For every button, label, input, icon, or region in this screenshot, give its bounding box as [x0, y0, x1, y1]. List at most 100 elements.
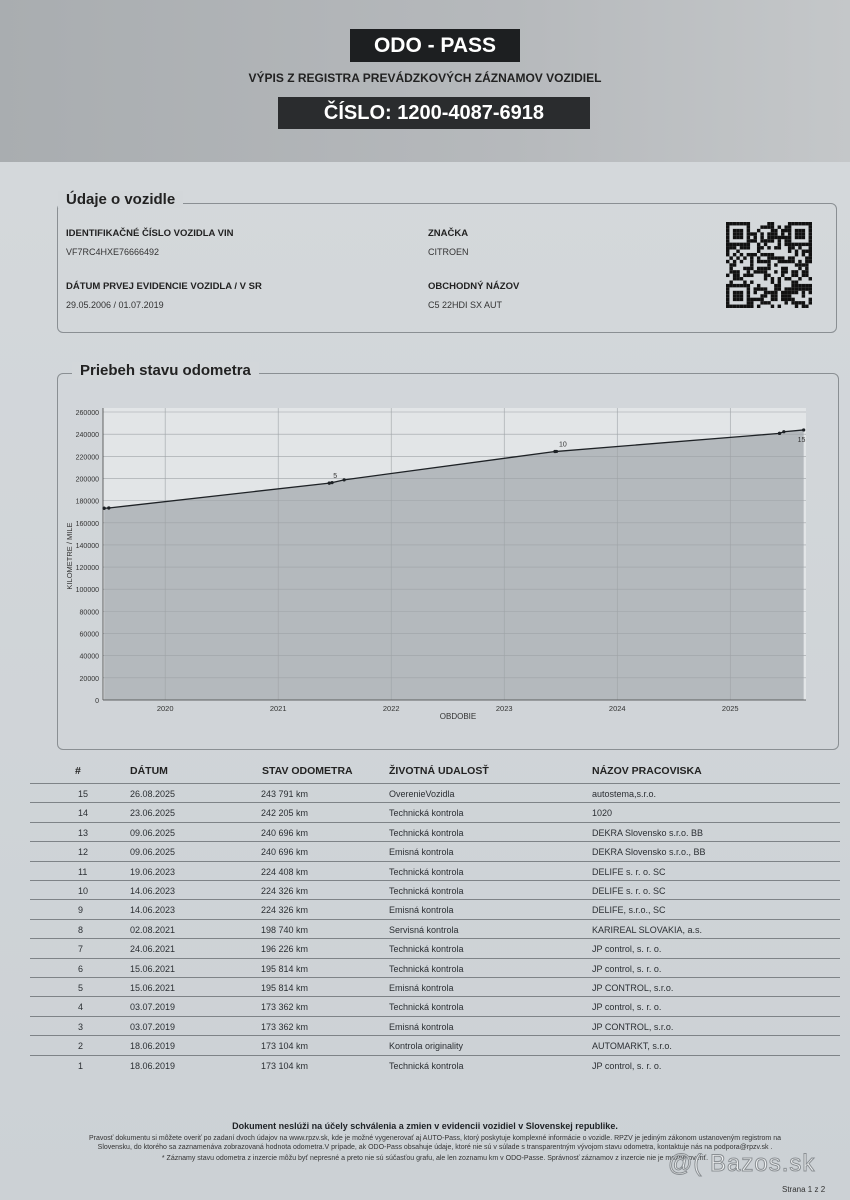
row-odometer: 224 326 km [261, 886, 309, 896]
x-tick-label: 2024 [609, 704, 626, 713]
model-value: C5 22HDI SX AUT [428, 300, 503, 310]
table-row: 2 18.06.2019 173 104 km Kontrola originalit… [30, 1035, 840, 1055]
row-odometer: 173 104 km [261, 1041, 309, 1052]
row-number: 11 [78, 866, 88, 877]
data-point [777, 431, 782, 435]
row-number: 15 [78, 789, 89, 799]
brand-logo: ODO - PASS [350, 29, 520, 62]
row-event: Servisná kontrola [389, 924, 459, 935]
col-event: ŽIVOTNÁ UDALOSŤ [389, 765, 489, 777]
row-date: 26.08.2025 [130, 789, 176, 799]
row-odometer: 240 696 km [261, 827, 309, 838]
page-number: Strana 1 z 2 [782, 1185, 826, 1194]
row-date: 24.06.2021 [130, 944, 176, 955]
row-workplace: AUTOMARKT, s.r.o. [592, 1041, 672, 1052]
row-date: 02.08.2021 [130, 924, 176, 935]
row-event: Technická kontrola [389, 808, 464, 819]
y-tick-label: 160000 [76, 521, 99, 528]
table-row: 5 15.06.2021 195 814 km Emisná kontrola JP C… [30, 977, 840, 997]
col-odometer: STAV ODOMETRA [262, 765, 353, 777]
table-row: 8 02.08.2021 198 740 km Servisná kontrola KA… [30, 918, 840, 939]
row-event: Emisná kontrola [389, 983, 454, 993]
row-number: 8 [78, 924, 84, 935]
row-workplace: DELIFE, s.r.o., SC [592, 905, 666, 916]
data-point [330, 481, 334, 485]
row-odometer: 196 226 km [261, 944, 309, 955]
disclaimer-line-1b: Slovensku, do ktorého sa zaznamenáva zob… [97, 1144, 773, 1151]
row-date: 09.06.2025 [130, 847, 176, 858]
table-row: 9 14.06.2023 224 326 km Emisná kontrola DELI… [30, 899, 840, 919]
row-event: Technická kontrola [389, 944, 464, 955]
row-number: 1 [78, 1060, 84, 1071]
table-row: 4 03.07.2019 173 362 km Technická kontrola J… [30, 996, 840, 1016]
chart-section-title: Priebeh stavu odometra [72, 362, 259, 379]
x-tick-label: 2022 [383, 704, 400, 713]
row-date: 19.06.2023 [130, 866, 176, 877]
row-number: 7 [78, 944, 84, 955]
row-date: 14.06.2023 [130, 886, 176, 896]
y-tick-label: 200000 [76, 476, 99, 483]
row-number: 6 [78, 963, 84, 974]
model-label: OBCHODNÝ NÁZOV [428, 281, 520, 292]
row-event: Technická kontrola [389, 866, 464, 877]
brand-label: ZNAČKA [428, 228, 469, 239]
y-tick-label: 120000 [76, 565, 99, 572]
vehicle-section-title: Údaje o vozidle [58, 191, 184, 208]
brand-value: CITROEN [428, 247, 469, 257]
row-number: 12 [78, 847, 89, 858]
table-row: 12 09.06.2025 240 696 km Emisná kontrola DEK… [30, 841, 840, 861]
row-workplace: DEKRA Slovensko s.r.o. BB [592, 827, 704, 838]
y-tick-label: 240000 [76, 432, 99, 439]
row-date: 23.06.2025 [130, 808, 176, 819]
point-label: 5 [333, 473, 337, 480]
data-point [554, 449, 559, 454]
table-row: 13 09.06.2025 240 696 km Technická kontrola… [30, 821, 840, 842]
row-workplace: JP CONTROL, s.r.o. [592, 1021, 674, 1032]
table-row: 6 15.06.2021 195 814 km Technická kontrola J… [30, 957, 840, 978]
row-date: 03.07.2019 [130, 1021, 176, 1032]
row-odometer: 173 104 km [261, 1060, 309, 1071]
y-axis-label: KILOMETRE / MILE [65, 522, 74, 589]
row-number: 4 [78, 1002, 84, 1013]
table-row: 7 24.06.2021 196 226 km Technická kontrola J… [30, 938, 840, 958]
x-tick-label: 2021 [270, 704, 287, 713]
row-odometer: 242 205 km [261, 808, 309, 819]
disclaimer-bold: Dokument neslúži na účely schválenia a z… [232, 1121, 618, 1131]
row-odometer: 224 326 km [261, 905, 309, 916]
y-tick-label: 100000 [76, 587, 99, 594]
data-point [802, 428, 806, 432]
row-number: 10 [78, 886, 89, 896]
row-date: 18.06.2019 [130, 1041, 176, 1052]
disclaimer-line-2: * Záznamy stavu odometra z inzercie môžu… [161, 1155, 709, 1162]
row-number: 9 [78, 905, 84, 916]
row-date: 14.06.2023 [130, 905, 176, 916]
row-event: Technická kontrola [389, 963, 464, 974]
row-event: Technická kontrola [389, 886, 464, 896]
row-workplace: DELIFE s. r. o. SC [592, 866, 666, 877]
row-event: Emisná kontrola [389, 1021, 454, 1032]
table-row: 3 03.07.2019 173 362 km Emisná kontrola JP C… [30, 1015, 840, 1036]
disclaimer-line-1: Pravosť dokumentu si môžete overiť po za… [89, 1135, 781, 1142]
row-number: 5 [78, 983, 84, 993]
row-odometer: 173 362 km [261, 1021, 309, 1032]
data-point [102, 506, 106, 510]
table-row: 14 23.06.2025 242 205 km Technická kontrola… [30, 802, 840, 822]
row-odometer: 198 740 km [261, 924, 309, 935]
row-odometer: 224 408 km [261, 866, 309, 877]
x-axis-label: OBDOBIE [440, 712, 476, 721]
point-label: 10 [559, 442, 567, 449]
area-fill [104, 429, 804, 700]
table-row: 1 18.06.2019 173 104 km Technická kontrola J… [30, 1054, 840, 1075]
registration-label: DÁTUM PRVEJ EVIDENCIE VOZIDLA / V SR [66, 281, 262, 292]
row-odometer: 195 814 km [261, 963, 309, 974]
data-point [342, 478, 346, 482]
qr-code-icon [726, 222, 812, 308]
row-workplace: JP CONTROL, s.r.o. [592, 983, 674, 993]
table-row: 10 14.06.2023 224 326 km Technická kontrola… [30, 880, 840, 900]
y-tick-label: 20000 [80, 676, 100, 683]
y-tick-label: 40000 [80, 654, 100, 661]
row-workplace: JP control, s. r. o. [592, 963, 662, 974]
row-event: Technická kontrola [389, 827, 464, 838]
row-event: Technická kontrola [389, 1002, 464, 1013]
row-event: Emisná kontrola [389, 905, 454, 916]
